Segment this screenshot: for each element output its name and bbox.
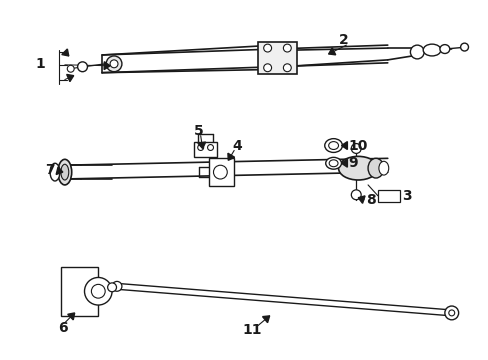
Polygon shape — [61, 49, 69, 56]
Polygon shape — [341, 141, 346, 149]
Circle shape — [460, 43, 468, 51]
Text: 1: 1 — [35, 57, 45, 71]
Circle shape — [207, 145, 213, 150]
Circle shape — [444, 306, 458, 320]
Polygon shape — [328, 48, 335, 55]
Text: 7: 7 — [45, 163, 55, 177]
Bar — [377, 190, 399, 202]
Circle shape — [409, 45, 423, 59]
Circle shape — [78, 62, 87, 72]
Polygon shape — [262, 316, 269, 323]
Text: 9: 9 — [347, 156, 357, 170]
Ellipse shape — [325, 157, 341, 169]
Circle shape — [350, 190, 361, 200]
Circle shape — [350, 144, 361, 153]
Ellipse shape — [61, 164, 69, 180]
Ellipse shape — [328, 141, 338, 149]
Ellipse shape — [439, 45, 449, 54]
Text: 10: 10 — [347, 139, 367, 153]
Circle shape — [263, 64, 271, 72]
Bar — [208, 158, 234, 186]
Circle shape — [91, 284, 105, 298]
Circle shape — [213, 165, 227, 179]
Ellipse shape — [367, 158, 383, 178]
Circle shape — [263, 44, 271, 52]
Polygon shape — [66, 75, 74, 82]
Bar — [257, 42, 297, 74]
Ellipse shape — [328, 160, 337, 167]
Polygon shape — [358, 196, 365, 203]
Polygon shape — [341, 159, 346, 167]
Polygon shape — [56, 167, 63, 175]
Text: 8: 8 — [366, 193, 375, 207]
Ellipse shape — [378, 161, 388, 175]
Circle shape — [106, 56, 122, 72]
Circle shape — [67, 65, 74, 72]
Text: 11: 11 — [242, 323, 261, 337]
Polygon shape — [227, 153, 234, 160]
Ellipse shape — [58, 159, 72, 185]
Circle shape — [283, 44, 291, 52]
Polygon shape — [67, 313, 75, 320]
Circle shape — [110, 60, 118, 68]
Circle shape — [112, 282, 122, 291]
Circle shape — [84, 278, 112, 305]
Text: 3: 3 — [402, 189, 411, 203]
Circle shape — [448, 310, 454, 316]
Circle shape — [283, 64, 291, 72]
Bar — [193, 141, 217, 157]
Ellipse shape — [50, 163, 60, 181]
Ellipse shape — [338, 156, 377, 180]
Bar — [61, 267, 98, 316]
Text: 5: 5 — [193, 124, 203, 138]
Polygon shape — [104, 62, 110, 69]
Ellipse shape — [422, 44, 440, 56]
Circle shape — [197, 145, 203, 150]
Polygon shape — [198, 142, 205, 148]
Text: 4: 4 — [232, 139, 242, 153]
Text: 6: 6 — [58, 321, 67, 335]
Ellipse shape — [324, 139, 342, 152]
Text: 2: 2 — [338, 33, 347, 47]
Circle shape — [107, 283, 116, 292]
